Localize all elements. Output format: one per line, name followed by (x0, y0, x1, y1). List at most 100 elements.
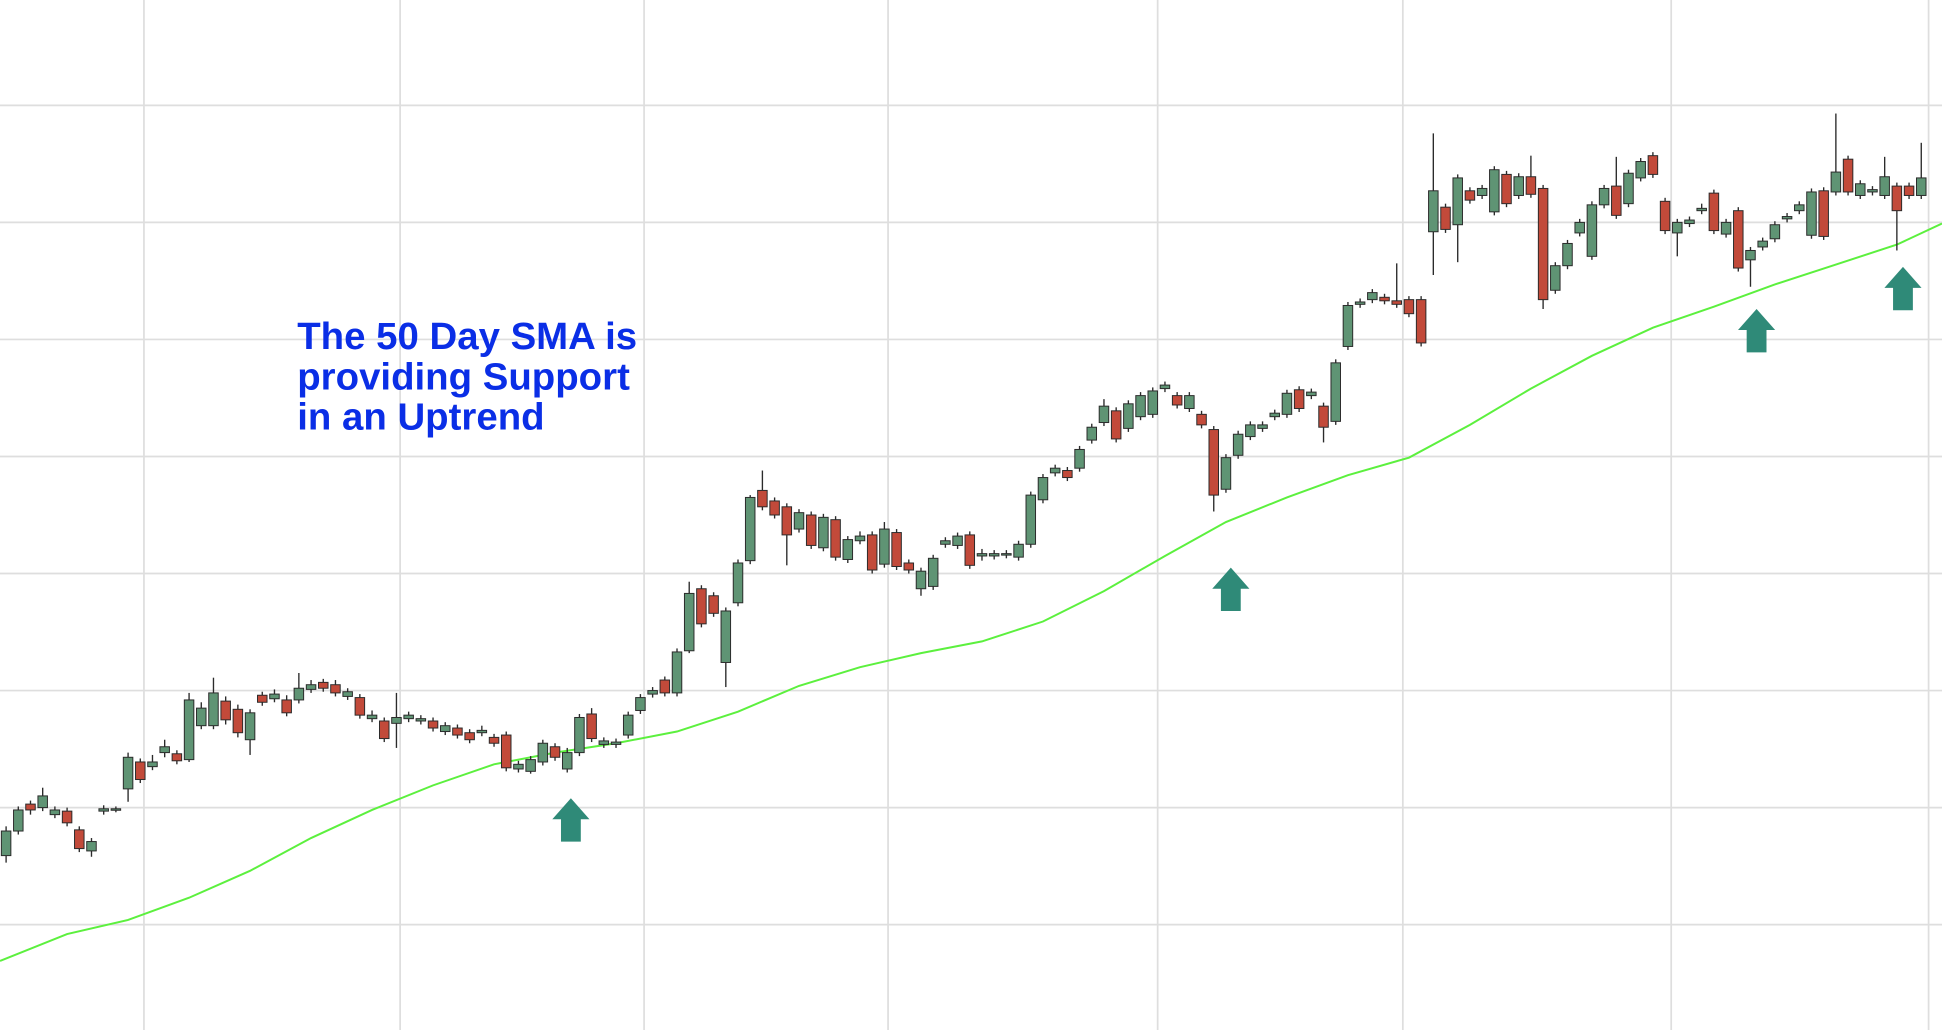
candle-body (683, 592, 695, 652)
candle-body (1403, 299, 1415, 315)
candle-body (1574, 221, 1585, 234)
candle-body (1781, 216, 1793, 220)
support-arrow (1738, 309, 1776, 353)
candle-body (610, 741, 622, 745)
candle-body (208, 692, 219, 727)
candle-body (805, 514, 817, 546)
candle-body (1367, 292, 1378, 301)
candle-body (1476, 187, 1488, 196)
candle-body (1708, 192, 1720, 232)
candle-body (574, 716, 585, 754)
candle-body (1232, 433, 1244, 456)
candle-body (940, 540, 951, 545)
candle-body (378, 720, 390, 740)
candle-body (1842, 158, 1854, 193)
candle-body (1525, 176, 1537, 195)
candle-body (1159, 384, 1171, 390)
candle-body (1745, 249, 1756, 261)
candle-body (1537, 187, 1549, 301)
candle-body (1086, 426, 1098, 441)
candle-body (74, 829, 85, 850)
candle-body (976, 553, 988, 557)
candle-body (1855, 183, 1866, 196)
candle-body (1623, 172, 1634, 205)
candle-body (488, 736, 500, 744)
candle-body (647, 690, 658, 695)
candle-body (952, 535, 963, 546)
candle-body (1196, 413, 1207, 426)
candle-body (1794, 204, 1805, 212)
candle-body (1062, 470, 1073, 479)
sma-line (0, 222, 1942, 962)
candle-body (1245, 424, 1256, 438)
candle-body (891, 532, 902, 567)
candle-body (1257, 424, 1268, 429)
candle-body (598, 740, 610, 745)
candle-body (159, 746, 170, 754)
candle-body (122, 756, 134, 790)
candle-body (622, 714, 634, 736)
candle-body (1464, 190, 1476, 201)
candle-body (635, 697, 646, 711)
candle-body (1806, 191, 1817, 236)
candle-body (342, 691, 353, 697)
candle-body (464, 732, 475, 741)
candle-body (1684, 219, 1695, 225)
candle-body (232, 708, 244, 734)
candle-body (49, 809, 61, 816)
candle-body (476, 729, 488, 734)
candle-body (1452, 177, 1463, 226)
candle-body (1013, 543, 1024, 558)
candle-body (1611, 185, 1622, 216)
candle-body (757, 489, 768, 508)
candle-body (1306, 391, 1317, 397)
candle-body (537, 742, 549, 763)
candle-body (708, 595, 719, 614)
candle-body (1647, 155, 1659, 175)
candle-body (1903, 185, 1915, 196)
candle-body (1184, 395, 1195, 409)
candle-body (1550, 265, 1561, 291)
candle-body (403, 714, 414, 720)
candle-body (818, 516, 829, 549)
candle-body (293, 687, 305, 701)
candle-body (1696, 207, 1707, 212)
candle-body (1672, 221, 1683, 234)
candle-body (391, 716, 402, 724)
candle-body (732, 562, 744, 604)
candle-body (147, 761, 158, 768)
candle-body (354, 697, 366, 716)
candle-body (1720, 221, 1732, 235)
candle-body (866, 534, 878, 571)
candle-body (1586, 204, 1598, 257)
candle-body (769, 500, 780, 516)
candle-body (86, 841, 97, 852)
candle-body (1098, 405, 1110, 424)
candle-body (561, 752, 573, 770)
candle-body (415, 718, 427, 722)
candle-body (1379, 296, 1390, 302)
candle-body (1501, 173, 1512, 205)
candle-body (1916, 177, 1927, 196)
candle-body (171, 753, 183, 762)
candle-body (1830, 171, 1842, 193)
candle-body (1171, 395, 1183, 406)
annotation-line: in an Uptrend (297, 396, 544, 439)
candle-body (1330, 362, 1341, 422)
candle-body (525, 759, 536, 772)
candle-body (659, 679, 671, 694)
candle-body (781, 506, 793, 536)
support-arrow (1884, 266, 1922, 311)
candle-body (1513, 176, 1524, 196)
candle-body (1733, 210, 1744, 269)
candle-body (964, 534, 976, 566)
candle-body (1110, 410, 1122, 440)
candle-body (1818, 190, 1829, 237)
candle-body (244, 712, 256, 741)
candle-body (1074, 448, 1085, 469)
candle-body (196, 707, 207, 727)
